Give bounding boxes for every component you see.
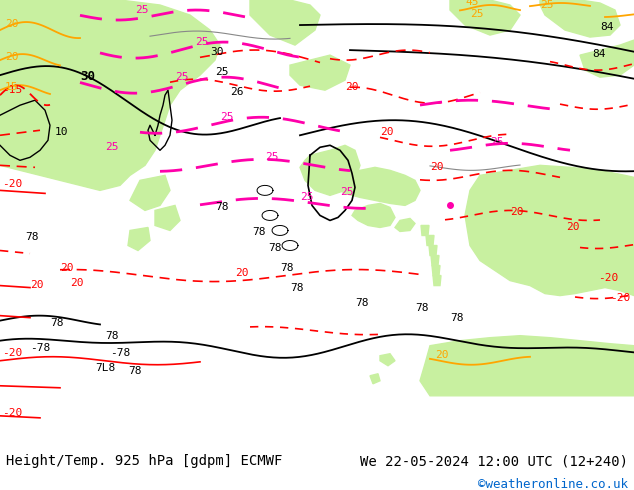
Text: 78: 78 [105, 331, 119, 341]
Text: -20: -20 [598, 272, 618, 283]
Polygon shape [432, 266, 440, 275]
Polygon shape [128, 227, 150, 250]
Text: 30: 30 [80, 70, 95, 83]
Text: 25: 25 [135, 5, 148, 15]
Text: 78: 78 [290, 283, 304, 293]
Text: 20: 20 [235, 268, 249, 277]
Polygon shape [420, 336, 634, 396]
Polygon shape [429, 245, 437, 255]
Text: 20: 20 [566, 222, 579, 232]
Text: 7L8: 7L8 [95, 363, 115, 373]
Text: 25: 25 [175, 72, 188, 82]
Text: 25: 25 [540, 0, 553, 10]
Text: 78: 78 [252, 227, 266, 238]
Text: 20: 20 [60, 263, 74, 272]
Polygon shape [0, 30, 60, 65]
Text: ©weatheronline.co.uk: ©weatheronline.co.uk [477, 478, 628, 490]
Text: -20: -20 [2, 348, 22, 358]
Polygon shape [465, 165, 634, 295]
Text: 78: 78 [50, 318, 63, 328]
Text: 20: 20 [5, 52, 18, 62]
Text: 78: 78 [215, 202, 228, 213]
Text: 84: 84 [600, 22, 614, 32]
Text: 25: 25 [300, 193, 313, 202]
Polygon shape [290, 55, 350, 90]
Text: We 22-05-2024 12:00 UTC (12+240): We 22-05-2024 12:00 UTC (12+240) [359, 454, 628, 468]
Polygon shape [450, 0, 520, 35]
Text: 45: 45 [465, 0, 479, 7]
Text: 78: 78 [450, 313, 463, 322]
Text: 20: 20 [435, 350, 448, 360]
Text: 25: 25 [195, 37, 209, 47]
Text: 25: 25 [220, 112, 233, 122]
Text: 78: 78 [268, 243, 281, 252]
Polygon shape [0, 0, 220, 191]
Text: -20: -20 [2, 179, 22, 189]
Text: 20: 20 [5, 19, 18, 29]
Polygon shape [433, 275, 441, 286]
Text: 20: 20 [30, 280, 44, 290]
Text: 78: 78 [415, 303, 429, 313]
Text: 78: 78 [280, 263, 294, 272]
Polygon shape [250, 0, 320, 45]
Polygon shape [330, 168, 420, 205]
Text: 20: 20 [345, 82, 358, 92]
Polygon shape [426, 236, 434, 245]
Text: -78: -78 [30, 343, 50, 353]
Polygon shape [352, 203, 395, 227]
Text: 25: 25 [340, 187, 354, 197]
Text: 78: 78 [355, 297, 368, 308]
Text: 26: 26 [230, 87, 243, 97]
Text: 25: 25 [105, 142, 119, 152]
Text: 20: 20 [380, 127, 394, 137]
Text: -15: -15 [2, 85, 22, 95]
Polygon shape [370, 374, 380, 384]
Polygon shape [431, 255, 439, 266]
Text: 25: 25 [215, 67, 228, 77]
Polygon shape [540, 0, 620, 37]
Polygon shape [130, 175, 170, 210]
Text: 20: 20 [430, 162, 444, 172]
Polygon shape [300, 146, 360, 196]
Text: 30: 30 [210, 47, 224, 57]
Text: 25: 25 [490, 137, 503, 147]
Text: -20: -20 [2, 408, 22, 418]
Text: -20: -20 [610, 293, 630, 303]
Polygon shape [580, 40, 634, 77]
Polygon shape [395, 219, 415, 231]
Text: 20: 20 [510, 207, 524, 218]
Text: 78: 78 [128, 366, 141, 376]
Text: Height/Temp. 925 hPa [gdpm] ECMWF: Height/Temp. 925 hPa [gdpm] ECMWF [6, 454, 283, 468]
Text: 15: 15 [5, 82, 18, 92]
Text: 78: 78 [25, 232, 39, 243]
Polygon shape [155, 205, 180, 230]
Text: 10: 10 [55, 127, 68, 137]
Text: -78: -78 [110, 348, 130, 358]
Text: 25: 25 [265, 152, 278, 162]
Polygon shape [380, 354, 395, 366]
Text: 84: 84 [592, 49, 605, 59]
Text: 25: 25 [470, 9, 484, 19]
Polygon shape [421, 225, 429, 236]
Text: 20: 20 [70, 277, 84, 288]
